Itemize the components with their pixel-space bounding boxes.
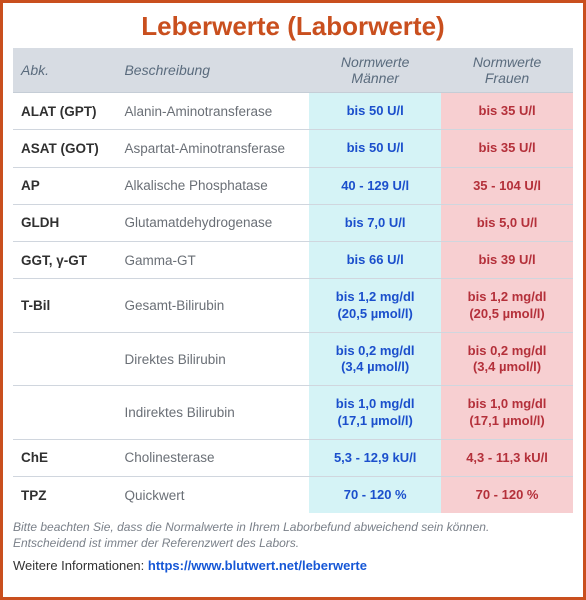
cell-male-v1: bis 66 U/l bbox=[317, 252, 433, 268]
table-row: ALAT (GPT)Alanin-Aminotransferase bis 50 … bbox=[13, 93, 573, 130]
cell-male-v1: bis 0,2 mg/dl bbox=[317, 343, 433, 359]
footnote-line1: Bitte beachten Sie, dass die Normalwerte… bbox=[13, 520, 489, 534]
cell-female-v1: bis 35 U/l bbox=[449, 140, 565, 156]
cell-desc: Glutamatdehydrogenase bbox=[116, 204, 309, 241]
cell-desc: Alkalische Phosphatase bbox=[116, 167, 309, 204]
cell-female-v1: 70 - 120 % bbox=[449, 487, 565, 503]
cell-abk bbox=[13, 386, 116, 440]
cell-male: bis 1,0 mg/dl(17,1 µmol/l) bbox=[309, 386, 441, 440]
more-info-label: Weitere Informationen: bbox=[13, 558, 148, 573]
table-row: GGT, γ-GTGamma-GT bis 66 U/l bis 39 U/l bbox=[13, 242, 573, 279]
table-row: APAlkalische Phosphatase 40 - 129 U/l 35 -… bbox=[13, 167, 573, 204]
table-row: TPZQuickwert 70 - 120 % 70 - 120 % bbox=[13, 477, 573, 514]
cell-female: bis 35 U/l bbox=[441, 93, 573, 130]
cell-female-v1: bis 39 U/l bbox=[449, 252, 565, 268]
cell-abk: ChE bbox=[13, 439, 116, 476]
table-row: T-BilGesamt-Bilirubinbis 1,2 mg/dl(20,5 … bbox=[13, 279, 573, 333]
table-row: ChECholinesterase 5,3 - 12,9 kU/l 4,3 - 11… bbox=[13, 439, 573, 476]
col-female: Normwerte Frauen bbox=[441, 48, 573, 93]
cell-female-v1: bis 5,0 U/l bbox=[449, 215, 565, 231]
cell-male-v2: (17,1 µmol/l) bbox=[317, 413, 433, 429]
more-info: Weitere Informationen: https://www.blutw… bbox=[13, 558, 573, 573]
cell-male: bis 50 U/l bbox=[309, 130, 441, 167]
cell-abk: AP bbox=[13, 167, 116, 204]
cell-female-v1: bis 0,2 mg/dl bbox=[449, 343, 565, 359]
footnote-line2: Entscheidend ist immer der Referenzwert … bbox=[13, 536, 299, 550]
cell-female-v1: 4,3 - 11,3 kU/l bbox=[449, 450, 565, 466]
cell-abk: ALAT (GPT) bbox=[13, 93, 116, 130]
col-male: Normwerte Männer bbox=[309, 48, 441, 93]
cell-desc: Gesamt-Bilirubin bbox=[116, 279, 309, 333]
cell-female-v1: bis 1,0 mg/dl bbox=[449, 396, 565, 412]
cell-female: 70 - 120 % bbox=[441, 477, 573, 514]
footnote: Bitte beachten Sie, dass die Normalwerte… bbox=[13, 519, 573, 551]
cell-desc: Quickwert bbox=[116, 477, 309, 514]
cell-desc: Alanin-Aminotransferase bbox=[116, 93, 309, 130]
cell-female: bis 35 U/l bbox=[441, 130, 573, 167]
cell-male: 5,3 - 12,9 kU/l bbox=[309, 439, 441, 476]
cell-female-v2: (3,4 µmol/l) bbox=[449, 359, 565, 375]
cell-male: bis 50 U/l bbox=[309, 93, 441, 130]
cell-desc: Cholinesterase bbox=[116, 439, 309, 476]
cell-male: bis 7,0 U/l bbox=[309, 204, 441, 241]
table-row: Indirektes Bilirubinbis 1,0 mg/dl(17,1 µ… bbox=[13, 386, 573, 440]
cell-female-v2: (17,1 µmol/l) bbox=[449, 413, 565, 429]
cell-male: 70 - 120 % bbox=[309, 477, 441, 514]
cell-female: 35 - 104 U/l bbox=[441, 167, 573, 204]
cell-female: bis 5,0 U/l bbox=[441, 204, 573, 241]
col-abk: Abk. bbox=[13, 48, 116, 93]
cell-female: bis 1,2 mg/dl(20,5 µmol/l) bbox=[441, 279, 573, 333]
cell-abk: GLDH bbox=[13, 204, 116, 241]
table-row: ASAT (GOT)Aspartat-Aminotransferase bis 5… bbox=[13, 130, 573, 167]
cell-male-v1: 40 - 129 U/l bbox=[317, 178, 433, 194]
cell-male-v1: bis 7,0 U/l bbox=[317, 215, 433, 231]
page-title: Leberwerte (Laborwerte) bbox=[13, 11, 573, 42]
cell-female-v2: (20,5 µmol/l) bbox=[449, 306, 565, 322]
cell-male: bis 66 U/l bbox=[309, 242, 441, 279]
cell-female: 4,3 - 11,3 kU/l bbox=[441, 439, 573, 476]
cell-female: bis 0,2 mg/dl(3,4 µmol/l) bbox=[441, 332, 573, 386]
leberwerte-table: Abk. Beschreibung Normwerte Männer Normw… bbox=[13, 48, 573, 513]
cell-desc: Indirektes Bilirubin bbox=[116, 386, 309, 440]
more-info-url[interactable]: https://www.blutwert.net/leberwerte bbox=[148, 558, 367, 573]
cell-female-v1: bis 1,2 mg/dl bbox=[449, 289, 565, 305]
cell-desc: Direktes Bilirubin bbox=[116, 332, 309, 386]
col-desc: Beschreibung bbox=[116, 48, 309, 93]
table-frame: Leberwerte (Laborwerte) Abk. Beschreibun… bbox=[0, 0, 586, 600]
cell-abk: T-Bil bbox=[13, 279, 116, 333]
cell-male-v2: (3,4 µmol/l) bbox=[317, 359, 433, 375]
cell-female-v1: bis 35 U/l bbox=[449, 103, 565, 119]
cell-desc: Aspartat-Aminotransferase bbox=[116, 130, 309, 167]
cell-female-v1: 35 - 104 U/l bbox=[449, 178, 565, 194]
cell-abk bbox=[13, 332, 116, 386]
cell-male-v1: bis 1,0 mg/dl bbox=[317, 396, 433, 412]
table-row: GLDHGlutamatdehydrogenase bis 7,0 U/l bis … bbox=[13, 204, 573, 241]
cell-male-v1: 70 - 120 % bbox=[317, 487, 433, 503]
cell-male-v2: (20,5 µmol/l) bbox=[317, 306, 433, 322]
cell-male: bis 1,2 mg/dl(20,5 µmol/l) bbox=[309, 279, 441, 333]
cell-abk: TPZ bbox=[13, 477, 116, 514]
cell-male-v1: 5,3 - 12,9 kU/l bbox=[317, 450, 433, 466]
cell-male-v1: bis 1,2 mg/dl bbox=[317, 289, 433, 305]
table-row: Direktes Bilirubinbis 0,2 mg/dl(3,4 µmol… bbox=[13, 332, 573, 386]
cell-abk: GGT, γ-GT bbox=[13, 242, 116, 279]
cell-abk: ASAT (GOT) bbox=[13, 130, 116, 167]
cell-male-v1: bis 50 U/l bbox=[317, 103, 433, 119]
cell-male-v1: bis 50 U/l bbox=[317, 140, 433, 156]
cell-female: bis 39 U/l bbox=[441, 242, 573, 279]
header-row: Abk. Beschreibung Normwerte Männer Normw… bbox=[13, 48, 573, 93]
cell-male: bis 0,2 mg/dl(3,4 µmol/l) bbox=[309, 332, 441, 386]
cell-desc: Gamma-GT bbox=[116, 242, 309, 279]
cell-male: 40 - 129 U/l bbox=[309, 167, 441, 204]
cell-female: bis 1,0 mg/dl(17,1 µmol/l) bbox=[441, 386, 573, 440]
